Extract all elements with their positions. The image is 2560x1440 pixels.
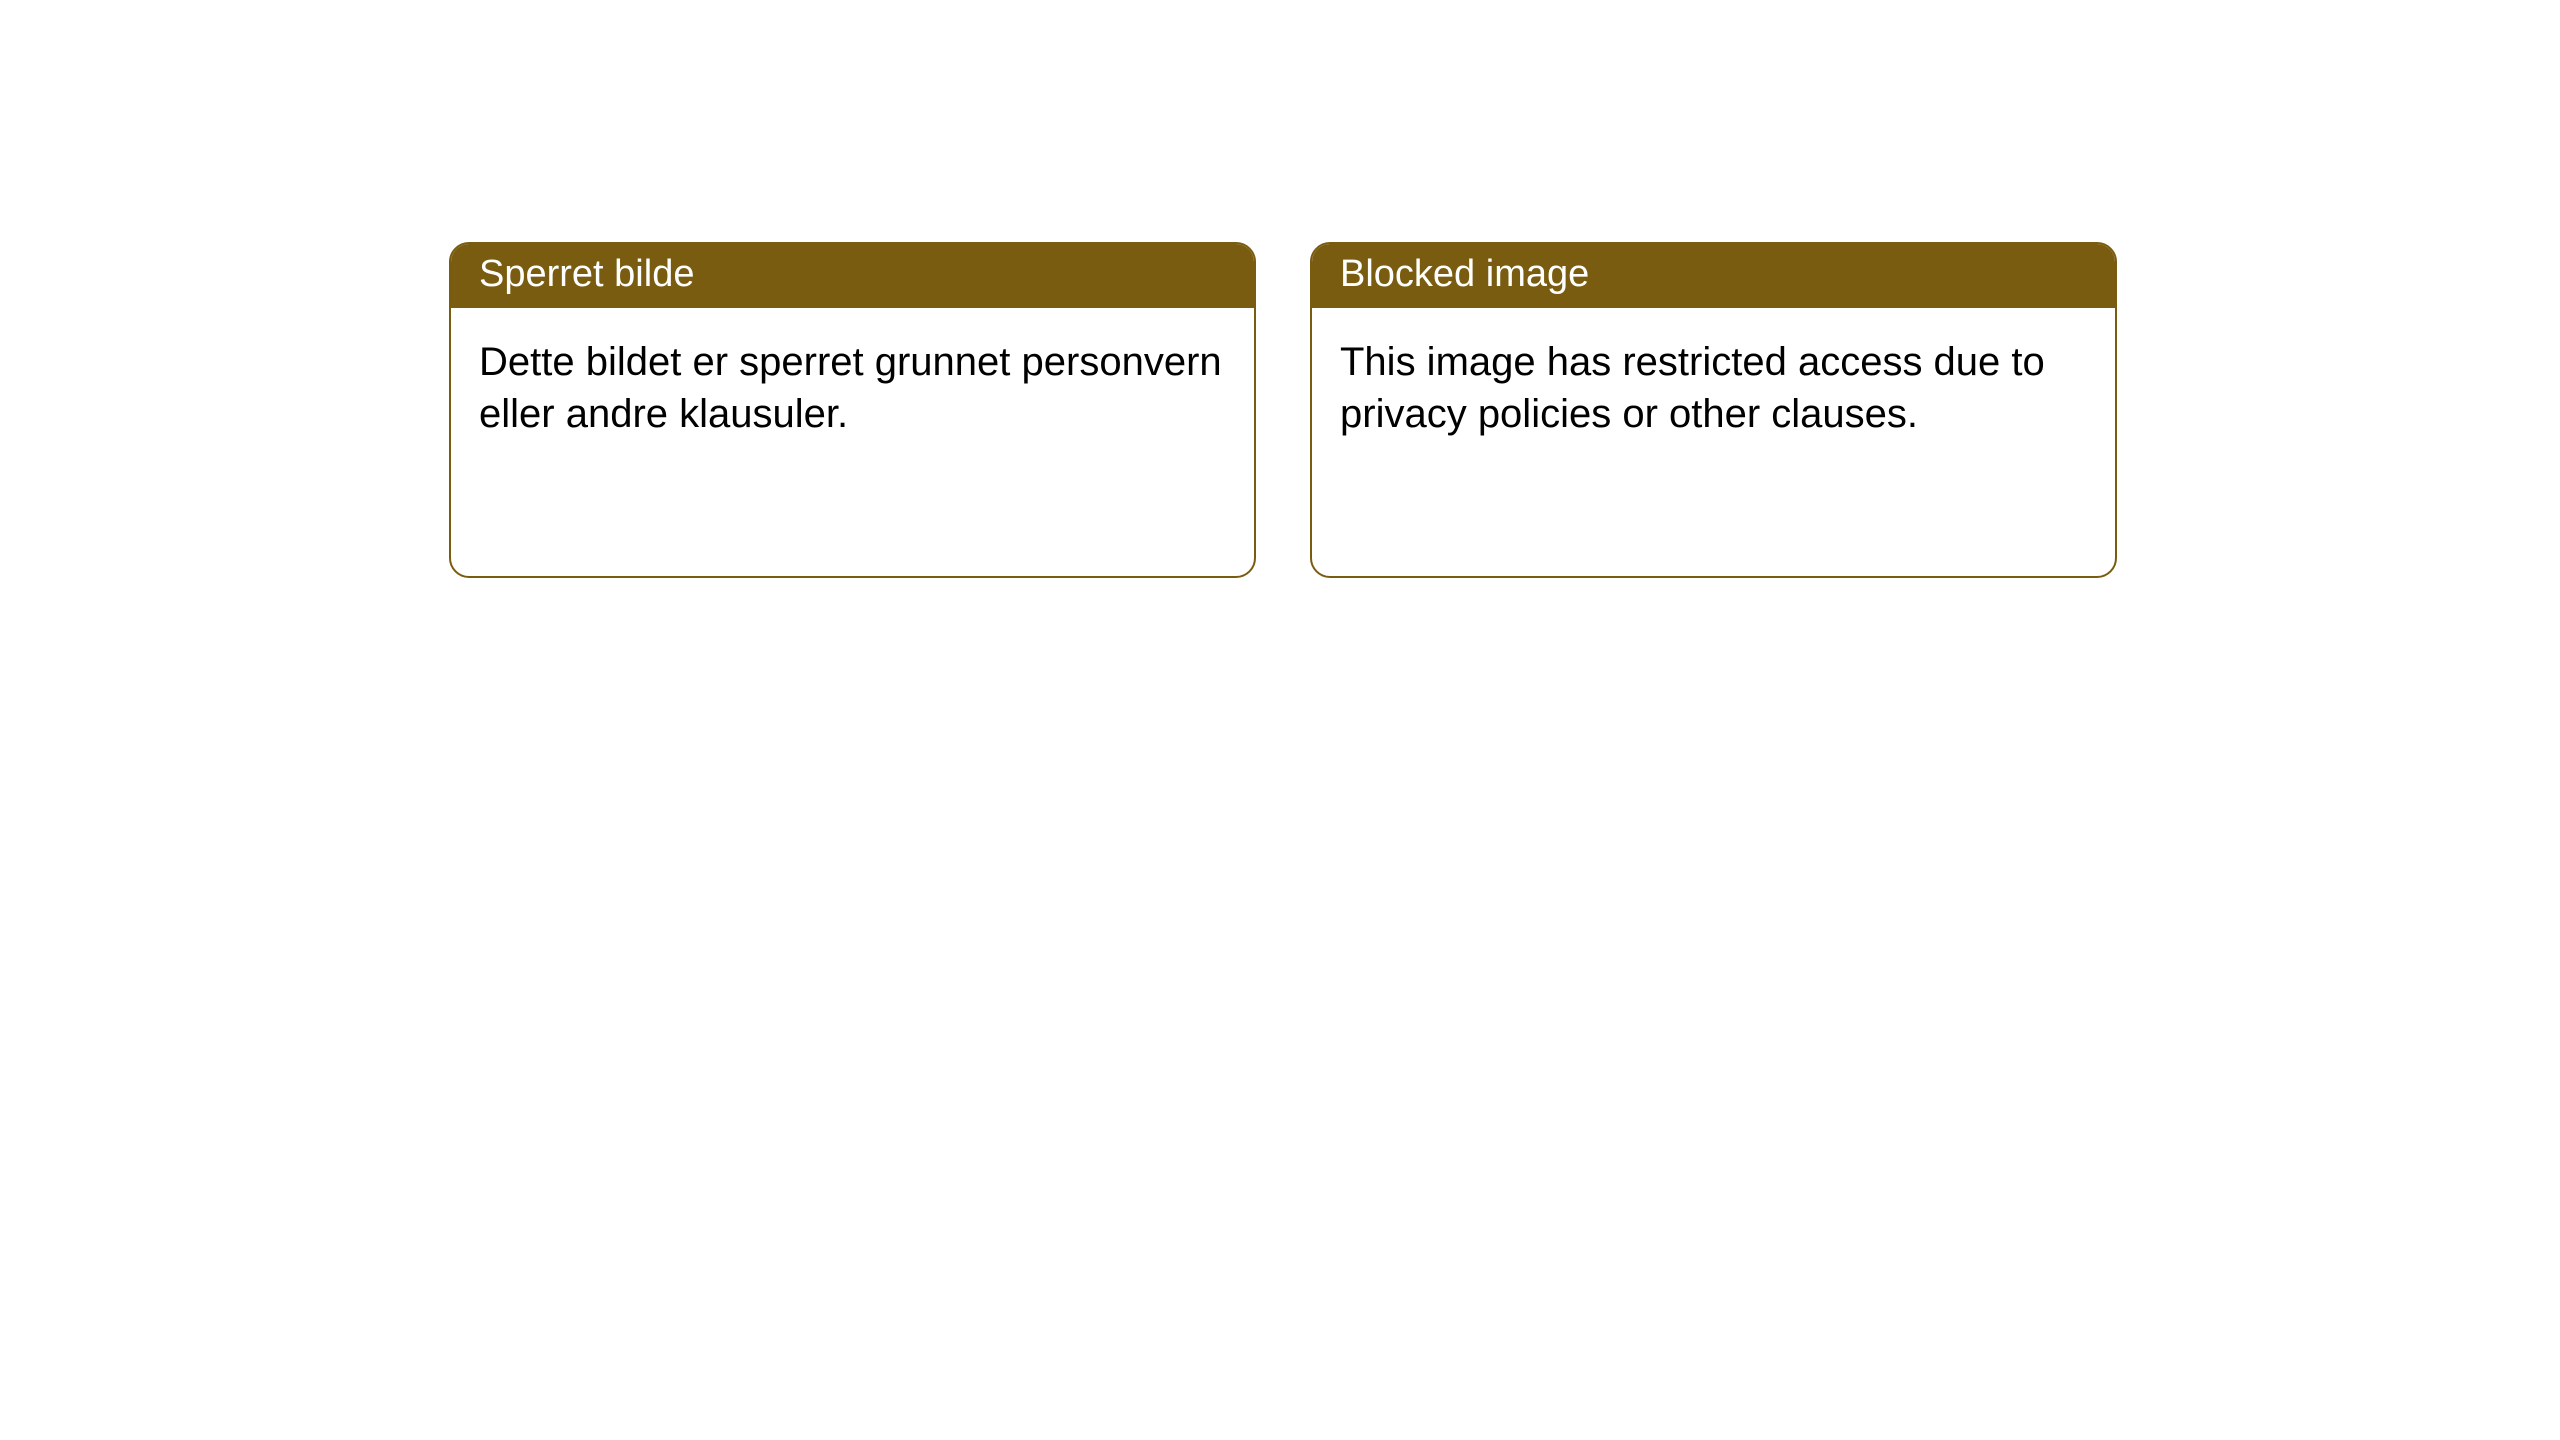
notice-body-norwegian: Dette bildet er sperret grunnet personve… [451, 308, 1254, 470]
notice-card-english: Blocked image This image has restricted … [1310, 242, 2117, 578]
notice-card-norwegian: Sperret bilde Dette bildet er sperret gr… [449, 242, 1256, 578]
notice-container: Sperret bilde Dette bildet er sperret gr… [449, 242, 2117, 578]
notice-header-norwegian: Sperret bilde [451, 244, 1254, 308]
notice-body-english: This image has restricted access due to … [1312, 308, 2115, 470]
notice-header-english: Blocked image [1312, 244, 2115, 308]
